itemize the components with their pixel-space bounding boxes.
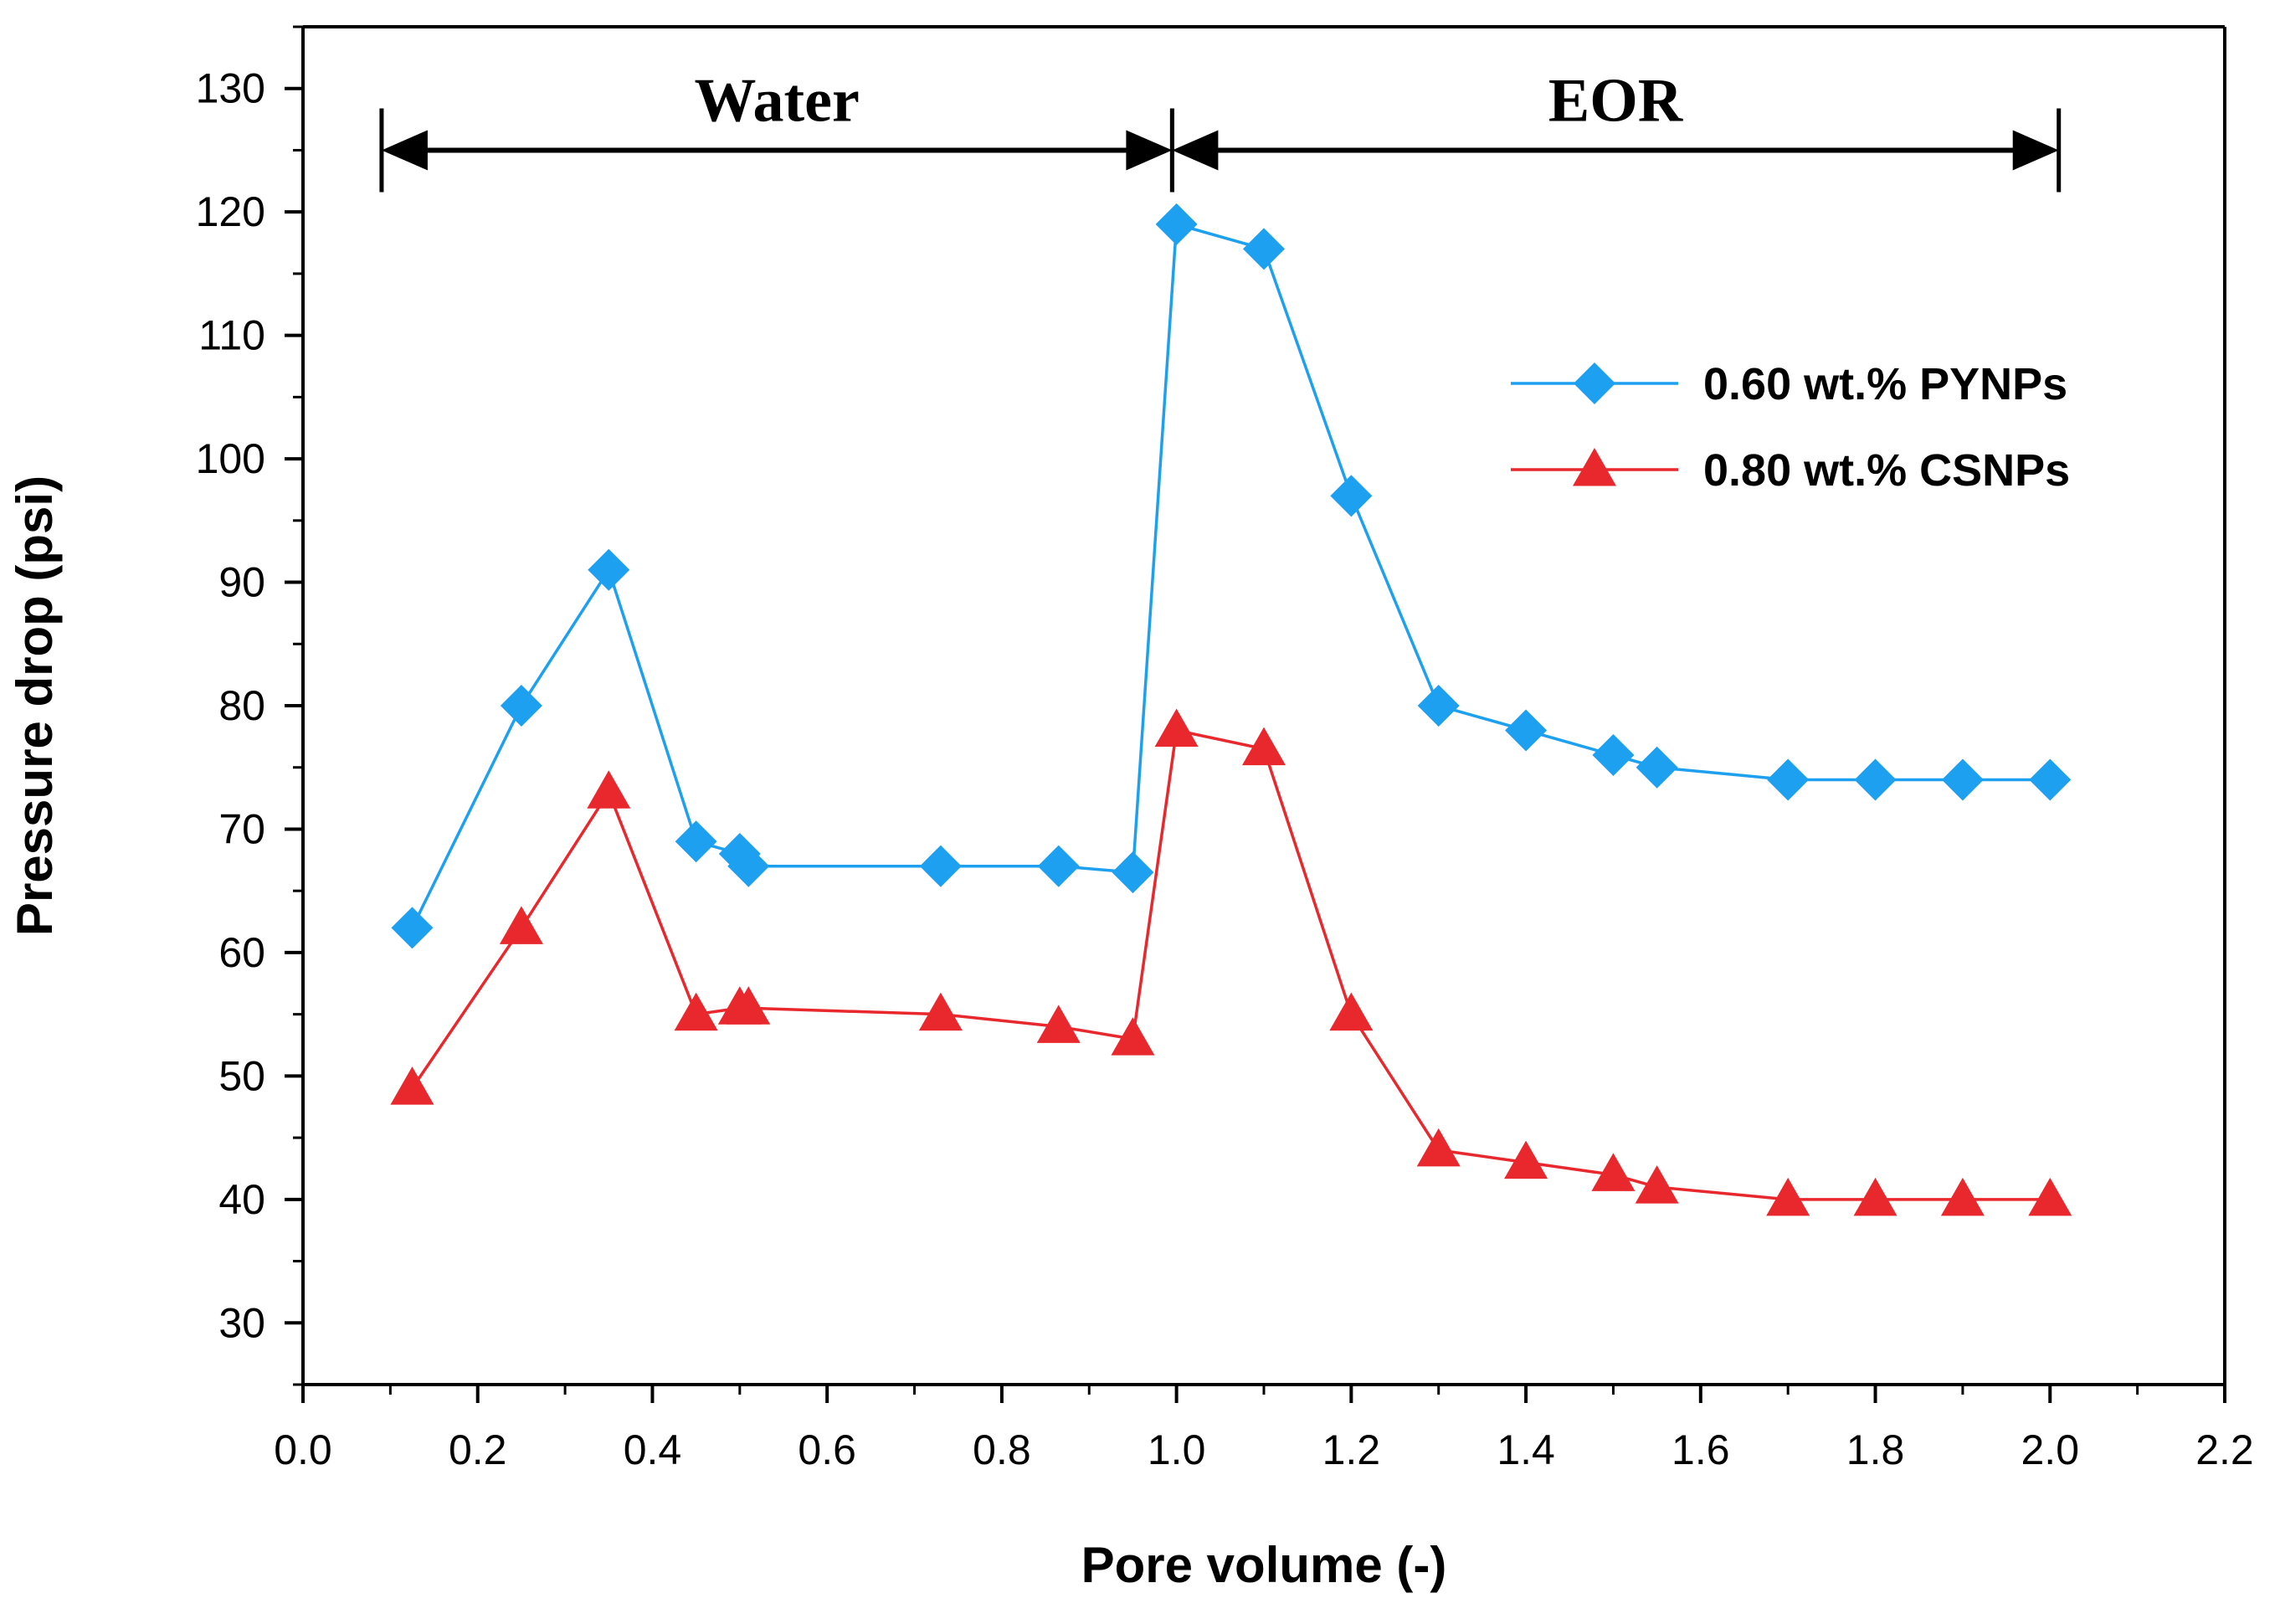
data-point xyxy=(918,992,963,1031)
x-tick-label: 2.2 xyxy=(2195,1426,2254,1473)
data-point xyxy=(1330,475,1373,517)
x-tick-label: 1.4 xyxy=(1497,1426,1555,1473)
data-point xyxy=(499,906,543,944)
arrow-head-left xyxy=(1172,130,1219,171)
y-tick-label: 80 xyxy=(218,682,265,729)
data-point xyxy=(1037,845,1080,887)
x-tick-label: 0.8 xyxy=(973,1426,1031,1473)
data-point xyxy=(1416,1128,1461,1167)
data-point xyxy=(919,845,962,887)
y-tick-label: 70 xyxy=(218,805,265,852)
data-point xyxy=(588,548,630,591)
data-point xyxy=(675,820,717,863)
y-axis-title: Pressure drop (psi) xyxy=(7,475,63,936)
data-point xyxy=(1242,727,1286,766)
legend: 0.60 wt.% PYNPs 0.80 wt.% CSNPs xyxy=(1511,359,2070,496)
y-tick-label: 50 xyxy=(218,1052,265,1099)
x-tick-label: 0.2 xyxy=(449,1426,507,1473)
data-point xyxy=(1154,708,1199,747)
data-point xyxy=(1574,362,1615,404)
series-line xyxy=(411,728,2051,1201)
series-line xyxy=(410,222,2051,929)
y-tick-label: 130 xyxy=(196,65,265,112)
data-point xyxy=(500,685,542,727)
data-point xyxy=(1155,203,1198,245)
data-point xyxy=(1854,758,1897,801)
data-point xyxy=(2029,758,2072,801)
data-point xyxy=(1853,1177,1897,1216)
legend-item-1: 0.80 wt.% CSNPs xyxy=(1511,445,2070,496)
data-point xyxy=(1505,709,1548,752)
data-point xyxy=(1636,746,1678,789)
data-point xyxy=(1036,1005,1081,1043)
region-arrow-1: EOR xyxy=(1169,66,2062,193)
data-point xyxy=(727,845,770,887)
data-point xyxy=(1941,758,1984,801)
data-point xyxy=(1940,1177,1985,1216)
x-tick-label: 2.0 xyxy=(2021,1426,2080,1473)
y-tick-label: 120 xyxy=(196,188,265,235)
legend-label: 0.60 wt.% PYNPs xyxy=(1703,359,2067,409)
series-1 xyxy=(390,708,2072,1216)
data-point xyxy=(1592,733,1635,776)
data-point xyxy=(1767,758,1810,801)
data-point xyxy=(1766,1177,1810,1216)
arrow-head-right xyxy=(1126,130,1173,171)
x-tick-label: 1.6 xyxy=(1671,1426,1730,1473)
data-point xyxy=(1591,1153,1636,1191)
data-point xyxy=(587,770,631,809)
data-point xyxy=(1243,228,1285,270)
data-point xyxy=(727,986,771,1025)
data-point xyxy=(1112,851,1154,894)
data-point xyxy=(1111,1017,1155,1056)
legend-item-0: 0.60 wt.% PYNPs xyxy=(1511,359,2067,409)
data-point xyxy=(391,907,434,949)
axes-layer: 0.0 0.2 0.4 0.6 0.8 1.0 1.2 1.4 1.6 1.8 2.0 2.2 30 40… xyxy=(7,25,2254,1593)
data-point xyxy=(674,992,718,1031)
region-label: Water xyxy=(695,66,860,135)
data-point xyxy=(2028,1177,2072,1216)
data-point xyxy=(1329,992,1374,1031)
arrow-head-left xyxy=(381,130,428,171)
y-tick-label: 110 xyxy=(198,312,265,359)
x-tick-label: 1.2 xyxy=(1322,1426,1381,1473)
data-point xyxy=(1504,1140,1548,1179)
region-arrow-0: Water xyxy=(379,66,1174,193)
x-tick-label: 0.6 xyxy=(798,1426,856,1473)
region-label: EOR xyxy=(1548,66,1684,135)
y-tick-label: 30 xyxy=(218,1299,265,1346)
y-tick-label: 100 xyxy=(196,435,265,482)
series-layer xyxy=(390,203,2072,1216)
y-tick-label: 40 xyxy=(218,1176,265,1223)
x-axis-title: Pore volume (-) xyxy=(1081,1537,1447,1593)
annotation-layer: Water EOR xyxy=(379,66,2062,193)
data-point xyxy=(1635,1165,1679,1204)
x-tick-label: 1.8 xyxy=(1846,1426,1905,1473)
series-0 xyxy=(391,203,2072,949)
legend-label: 0.80 wt.% CSNPs xyxy=(1703,445,2070,496)
arrow-head-right xyxy=(2012,130,2059,171)
y-tick-label: 90 xyxy=(218,559,265,606)
data-point xyxy=(1417,685,1460,727)
x-tick-label: 0.4 xyxy=(624,1426,682,1473)
y-tick-label: 60 xyxy=(218,929,265,976)
x-tick-label: 0.0 xyxy=(274,1426,332,1473)
data-point xyxy=(1573,448,1616,486)
data-point xyxy=(390,1066,434,1105)
x-tick-label: 1.0 xyxy=(1148,1426,1206,1473)
